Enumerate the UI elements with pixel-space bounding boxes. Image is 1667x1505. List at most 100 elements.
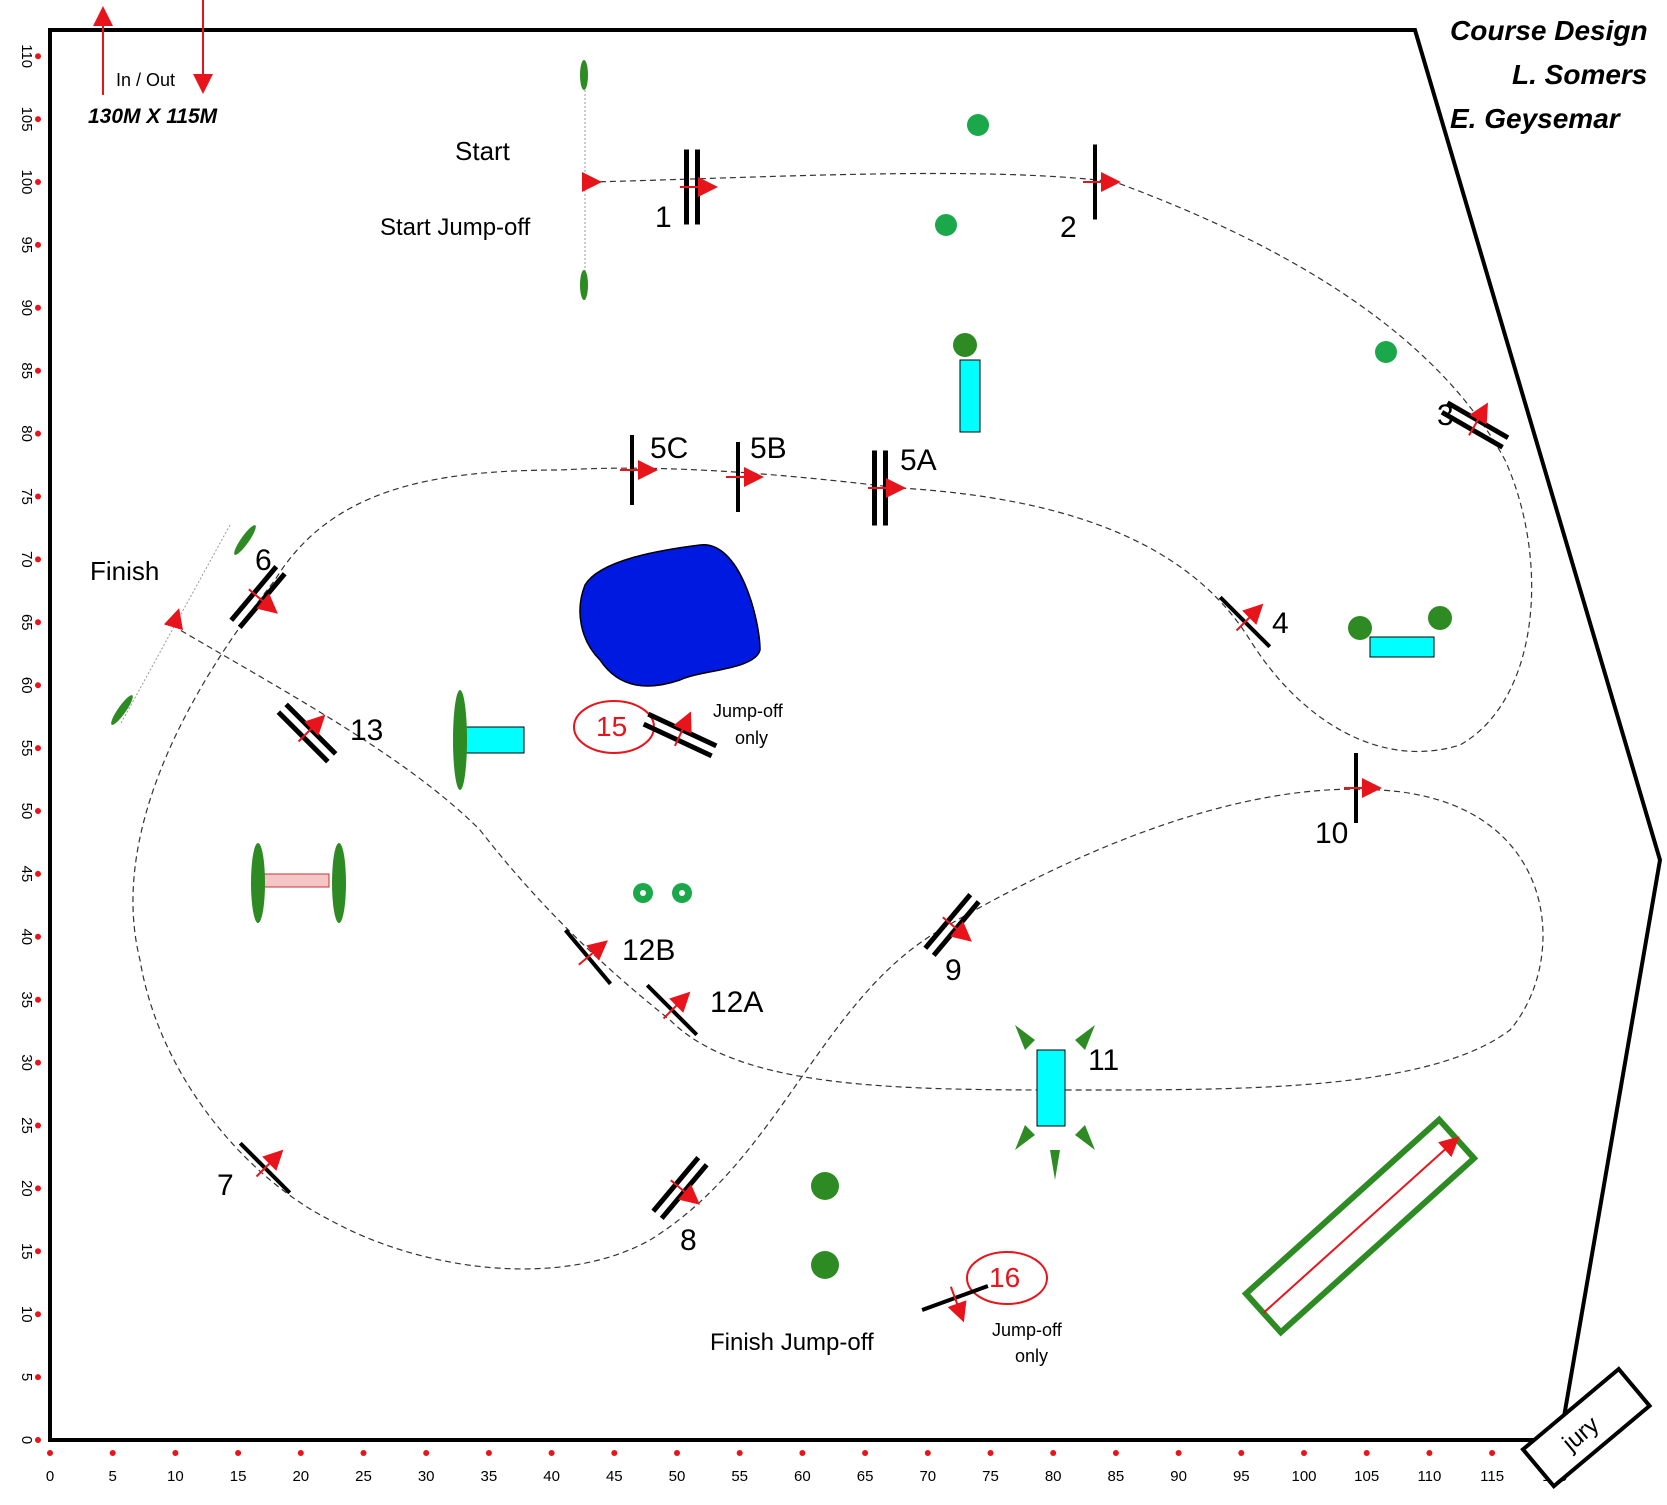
- leaf-decor: [1075, 1025, 1095, 1050]
- y-tick-mark: [35, 367, 41, 374]
- y-tick-mark: [35, 808, 41, 814]
- jumpoff-note-15a: Jump-off: [713, 701, 784, 721]
- designer-title: Course Design: [1450, 15, 1648, 46]
- obstacle-number: 5B: [750, 432, 787, 465]
- x-tick-label: 65: [857, 1468, 874, 1485]
- y-tick-label: 60: [18, 677, 35, 694]
- fence: [1218, 595, 1272, 649]
- jumpoff-note-16a: Jump-off: [992, 1320, 1063, 1340]
- y-tick-label: 40: [18, 928, 35, 945]
- water-jump-top: [959, 359, 981, 433]
- x-tick-label: 0: [46, 1468, 54, 1485]
- start-jumpoff-label: Start Jump-off: [380, 214, 531, 241]
- obstacle-number: 8: [680, 1224, 697, 1257]
- x-tick-mark: [736, 1450, 743, 1456]
- obstacle-number: 4: [1272, 607, 1289, 640]
- y-tick-mark: [35, 870, 41, 877]
- x-tick-mark: [799, 1450, 806, 1456]
- fence: [680, 149, 718, 225]
- fence: [726, 442, 764, 512]
- x-tick-label: 60: [794, 1468, 811, 1485]
- fence: [645, 983, 699, 1037]
- x-tick-mark: [1363, 1450, 1370, 1456]
- x-tick-mark: [987, 1450, 994, 1456]
- y-tick-mark: [35, 241, 41, 248]
- fence: [642, 711, 718, 759]
- obstacle-number: 11: [1088, 1044, 1119, 1077]
- x-tick-mark: [297, 1450, 304, 1456]
- fence: [563, 928, 613, 986]
- y-tick-mark: [35, 1122, 41, 1129]
- y-tick-label: 35: [18, 991, 35, 1008]
- fence: [276, 702, 338, 764]
- finish-label: Finish: [90, 556, 159, 586]
- fence: [238, 1141, 292, 1195]
- x-tick-mark: [172, 1450, 179, 1456]
- fence: [620, 435, 658, 505]
- finish-flag-icon: [234, 525, 256, 555]
- x-tick-mark: [1175, 1450, 1182, 1456]
- y-tick-label: 75: [18, 488, 35, 505]
- marker-dot: [935, 214, 957, 236]
- x-tick-label: 85: [1108, 1468, 1125, 1485]
- y-tick-label: 70: [18, 551, 35, 568]
- x-tick-label: 70: [919, 1468, 936, 1485]
- y-tick-mark: [35, 304, 41, 311]
- y-tick-mark: [35, 1374, 41, 1381]
- y-tick-label: 15: [18, 1243, 35, 1260]
- y-tick-mark: [35, 556, 41, 563]
- y-tick-label: 25: [18, 1117, 35, 1134]
- y-tick-label: 0: [18, 1436, 35, 1444]
- x-tick-mark: [1489, 1450, 1496, 1456]
- fence: [923, 893, 981, 957]
- obstacle-number: 6: [255, 544, 272, 577]
- start-flag-icon: [580, 60, 588, 90]
- y-tick-label: 5: [18, 1373, 35, 1381]
- x-tick-label: 105: [1354, 1468, 1379, 1485]
- y-tick-mark: [35, 1311, 41, 1318]
- x-tick-label: 80: [1045, 1468, 1062, 1485]
- green-combination: [1241, 1115, 1479, 1337]
- x-tick-label: 35: [481, 1468, 498, 1485]
- y-tick-mark: [35, 745, 41, 752]
- marker-dot: [967, 114, 989, 136]
- fence: [651, 1156, 709, 1220]
- tree-icon: [453, 690, 467, 790]
- y-tick-label: 55: [18, 740, 35, 757]
- x-tick-label: 115: [1480, 1468, 1504, 1485]
- tree-icon: [1428, 606, 1452, 630]
- start-label: Start: [455, 136, 511, 166]
- x-tick-mark: [924, 1450, 931, 1456]
- x-tick-label: 90: [1170, 1468, 1187, 1485]
- x-tick-mark: [360, 1450, 367, 1456]
- x-tick-mark: [1301, 1450, 1307, 1456]
- fence: [229, 565, 287, 629]
- y-tick-label: 85: [18, 362, 35, 379]
- x-tick-mark: [485, 1450, 492, 1456]
- tree-icon: [811, 1251, 839, 1279]
- tree-icon: [332, 843, 346, 923]
- y-tick-mark: [35, 996, 41, 1003]
- x-tick-mark: [548, 1450, 555, 1456]
- jumpoff-note-15b: only: [735, 728, 768, 748]
- start-flag-icon: [580, 270, 588, 300]
- fence: [921, 1284, 989, 1323]
- x-tick-label: 10: [167, 1468, 184, 1485]
- x-tick-label: 20: [292, 1468, 309, 1485]
- x-axis: 0 5 10 15 20 25 30 35 40 45 50 55 60 65 70 75 80 85 90 95 10…: [46, 1450, 1567, 1485]
- x-tick-mark: [109, 1450, 116, 1456]
- y-tick-mark: [35, 1185, 41, 1192]
- tree-icon: [1348, 616, 1372, 640]
- x-tick-label: 25: [355, 1468, 372, 1485]
- obstacle-number: 1: [655, 201, 672, 234]
- brick-wall: [263, 873, 330, 888]
- y-tick-label: 90: [18, 299, 35, 316]
- y-tick-mark: [35, 53, 41, 60]
- designer-2: E. Geysemar: [1450, 103, 1622, 134]
- fence: [868, 450, 906, 526]
- y-tick-mark: [35, 116, 41, 123]
- designer-1: L. Somers: [1512, 59, 1647, 90]
- y-tick-label: 10: [18, 1306, 35, 1323]
- x-tick-label: 15: [230, 1468, 247, 1485]
